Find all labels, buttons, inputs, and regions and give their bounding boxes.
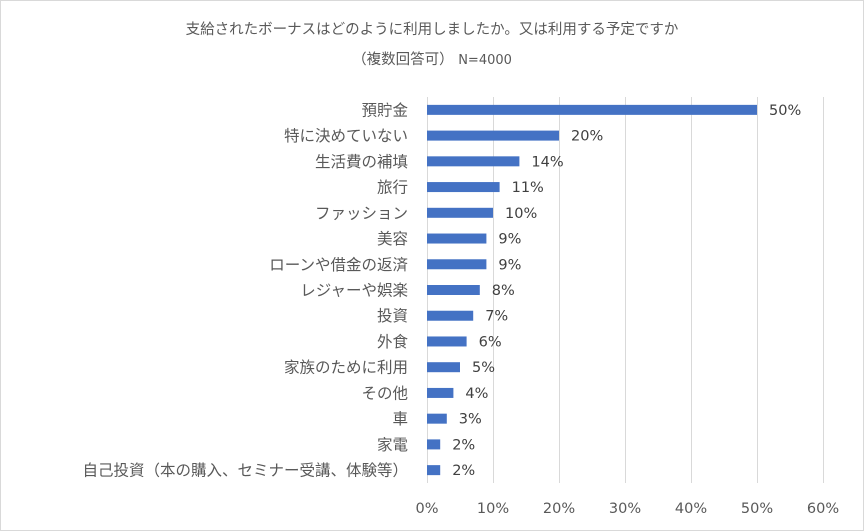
data-label: 5% — [472, 360, 495, 376]
x-tick-label: 60% — [807, 501, 839, 517]
bar — [427, 336, 467, 347]
bar — [427, 387, 454, 398]
bar — [427, 207, 493, 218]
bar — [427, 439, 441, 450]
chart-subtitle-note: （複数回答可） — [352, 52, 454, 68]
category-label: ファッション — [315, 204, 408, 222]
data-label: 10% — [505, 206, 537, 222]
bar — [427, 362, 460, 373]
chart-subtitle-n: N=4000 — [458, 53, 512, 68]
data-label: 3% — [459, 412, 482, 428]
category-label: ローンや借金の返済 — [269, 256, 408, 274]
x-tick-label: 0% — [415, 501, 438, 517]
data-label: 4% — [465, 386, 488, 402]
bar — [427, 285, 480, 295]
data-label: 11% — [512, 180, 544, 196]
data-label: 9% — [498, 232, 521, 248]
bar — [427, 156, 520, 167]
data-label: 2% — [452, 437, 475, 453]
category-label: 生活費の補填 — [315, 153, 408, 171]
category-label: レジャーや娯楽 — [300, 282, 408, 300]
chart-subtitle: （複数回答可） N=4000 — [0, 48, 864, 69]
bar — [427, 104, 757, 115]
category-label: 家族のために利用 — [284, 359, 408, 377]
category-label: 特に決めていない — [284, 127, 408, 145]
data-label: 7% — [485, 309, 508, 325]
bar — [427, 130, 559, 141]
category-label: 美容 — [377, 230, 408, 248]
x-tick-label: 50% — [741, 501, 773, 517]
bar — [427, 182, 500, 193]
bar — [427, 259, 487, 270]
bar — [427, 310, 474, 321]
bar — [427, 413, 447, 424]
x-tick-label: 20% — [543, 501, 575, 517]
data-label: 50% — [769, 103, 801, 119]
category-label: 外食 — [377, 333, 409, 351]
data-label: 14% — [531, 154, 563, 170]
data-label: 9% — [498, 257, 521, 273]
data-label: 2% — [452, 463, 475, 479]
bar — [427, 233, 487, 244]
data-label: 8% — [492, 283, 515, 299]
data-label: 6% — [479, 334, 502, 350]
bar — [427, 465, 441, 476]
category-label: その他 — [361, 384, 408, 402]
category-label: 家電 — [377, 436, 408, 454]
category-label: 車 — [392, 410, 408, 428]
category-label: 旅行 — [377, 179, 408, 197]
x-tick-label: 30% — [609, 501, 641, 517]
chart-title: 支給されたボーナスはどのように利用しましたか。又は利用する予定ですか — [185, 22, 679, 38]
category-label: 投資 — [377, 307, 408, 325]
x-tick-label: 40% — [675, 501, 707, 517]
category-label: 預貯金 — [361, 101, 408, 119]
category-label: 自己投資（本の購入、セミナー受講、体験等） — [82, 462, 408, 480]
data-label: 20% — [571, 129, 603, 145]
x-tick-label: 10% — [477, 501, 509, 517]
